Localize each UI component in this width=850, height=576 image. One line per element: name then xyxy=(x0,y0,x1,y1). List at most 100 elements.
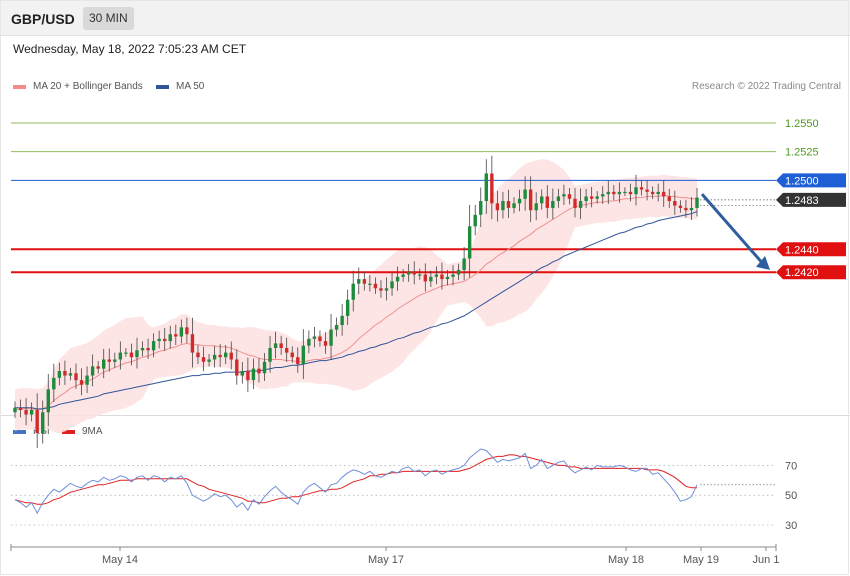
datetime-label: Wednesday, May 18, 2022 7:05:23 AM CET xyxy=(13,42,247,56)
candle xyxy=(506,189,511,218)
candle xyxy=(662,180,666,207)
candle xyxy=(512,197,516,214)
legend-ma50: MA 50 xyxy=(156,81,204,92)
candle-body xyxy=(273,343,278,348)
candle xyxy=(223,345,228,365)
candle-body xyxy=(290,352,294,358)
candle xyxy=(174,324,178,346)
candle xyxy=(534,192,538,221)
candle xyxy=(90,354,95,387)
candle xyxy=(434,266,439,285)
candle-body xyxy=(185,327,189,335)
candle-body xyxy=(650,191,655,195)
candle xyxy=(406,264,411,282)
legend-ma20-label: MA 20 + Bollinger Bands xyxy=(33,81,143,92)
candle xyxy=(146,338,150,359)
candle xyxy=(179,319,184,344)
candle xyxy=(218,343,222,368)
legend-ma20: MA 20 + Bollinger Bands xyxy=(13,81,143,92)
candle-body xyxy=(490,173,494,204)
candle-body xyxy=(584,196,588,202)
candle xyxy=(623,187,627,196)
candle-body xyxy=(140,348,145,351)
symbol-title: GBP/USD xyxy=(11,11,75,27)
candle xyxy=(307,330,311,354)
rsi-swatch xyxy=(13,429,26,434)
candle-body xyxy=(412,272,416,275)
candle-body xyxy=(296,357,300,365)
candle xyxy=(246,357,250,393)
candle xyxy=(345,289,350,326)
pivot-level-label: 1.2500 xyxy=(785,175,819,187)
candle-body xyxy=(151,341,156,351)
pivot-label-tag xyxy=(776,173,846,188)
candle xyxy=(24,398,28,426)
candle-body xyxy=(695,197,699,208)
candle xyxy=(190,317,195,368)
candle-body xyxy=(517,198,522,204)
candle-body xyxy=(506,201,511,208)
candle xyxy=(562,184,566,206)
candle xyxy=(29,402,34,422)
candle-body xyxy=(434,274,439,277)
candle xyxy=(545,185,549,219)
candle-body xyxy=(157,338,161,342)
candle xyxy=(163,327,167,351)
bollinger-band-area xyxy=(15,159,697,434)
candle-body xyxy=(595,196,599,199)
candle xyxy=(251,358,256,390)
candle xyxy=(107,348,111,372)
candle-body xyxy=(74,373,78,381)
candle xyxy=(18,399,23,418)
candle-body xyxy=(440,274,444,280)
candle xyxy=(695,188,699,217)
candle xyxy=(340,303,344,336)
bollinger-bands xyxy=(15,159,697,434)
candle-body xyxy=(678,205,683,208)
candle xyxy=(68,367,73,381)
candle xyxy=(595,191,599,204)
candle-body xyxy=(368,283,372,285)
support-level-label: 1.2440 xyxy=(785,244,819,256)
candle xyxy=(523,176,527,211)
candle-body xyxy=(395,276,400,282)
candle xyxy=(102,348,106,379)
timeframe-button[interactable]: 30 MIN xyxy=(83,7,134,30)
candle xyxy=(368,274,372,292)
candle-body xyxy=(462,258,466,270)
candle-body xyxy=(312,336,317,339)
candle-body xyxy=(479,201,483,215)
candle xyxy=(196,345,200,365)
last_price-label-tag xyxy=(776,192,846,207)
candle-body xyxy=(551,201,555,208)
candle-body xyxy=(373,283,378,289)
candle-body xyxy=(351,283,355,300)
candle xyxy=(573,188,577,218)
candle-body xyxy=(578,201,583,208)
candle-body xyxy=(540,196,544,204)
moving-averages xyxy=(14,194,698,411)
candle xyxy=(423,263,428,292)
candle xyxy=(124,348,128,357)
candle xyxy=(235,349,239,385)
candle-body xyxy=(556,196,561,202)
candle-body xyxy=(235,359,239,376)
candle xyxy=(567,187,572,205)
arrow-shaft xyxy=(700,193,766,266)
candle xyxy=(13,401,17,418)
candle xyxy=(462,247,466,281)
candle xyxy=(645,180,649,201)
candle xyxy=(351,270,355,312)
candle xyxy=(490,155,494,220)
candle xyxy=(429,270,433,287)
candle-body xyxy=(63,370,67,376)
candle-body xyxy=(163,338,167,342)
x-axis-label: May 19 xyxy=(683,554,719,566)
candle-body xyxy=(212,354,217,360)
candle-body xyxy=(52,377,56,390)
candle-body xyxy=(229,352,233,360)
candle xyxy=(617,182,622,203)
candle-body xyxy=(41,412,45,433)
candle xyxy=(52,363,56,403)
candle xyxy=(667,188,671,208)
